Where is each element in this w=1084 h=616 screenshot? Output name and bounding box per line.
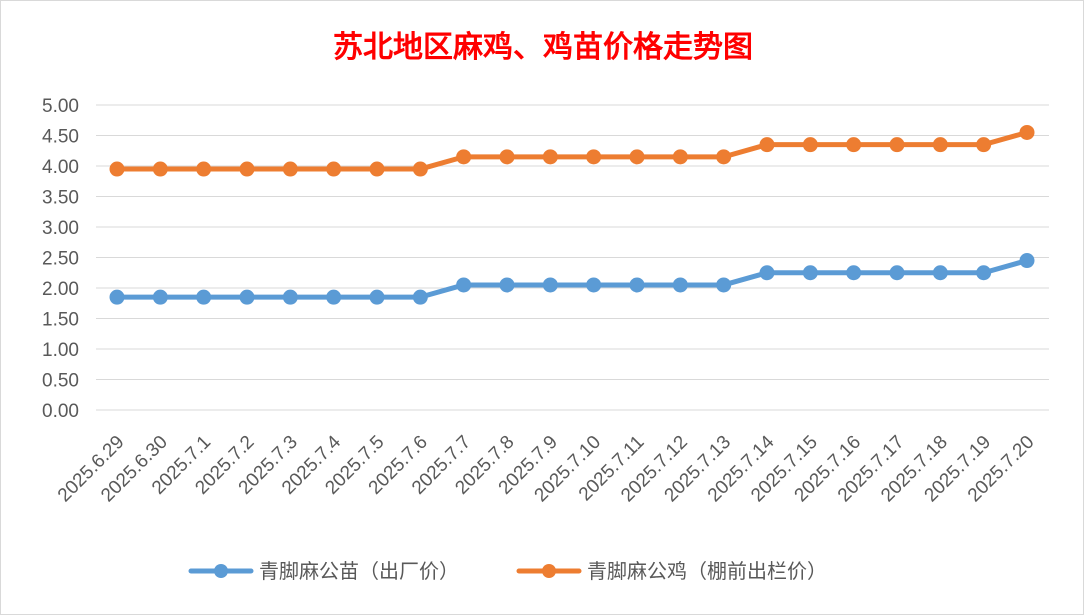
y-tick-label: 5.00	[42, 96, 79, 117]
data-point	[196, 161, 212, 177]
data-point	[542, 277, 558, 293]
data-point	[586, 277, 602, 293]
data-point	[326, 289, 342, 305]
data-point	[239, 289, 255, 305]
legend-item: 青脚麻公鸡（棚前出栏价）	[516, 559, 827, 583]
data-point	[456, 149, 472, 165]
series-lines	[109, 124, 1035, 305]
data-point	[932, 137, 948, 153]
y-tick-label: 1.00	[42, 340, 79, 361]
y-tick-label: 1.50	[42, 310, 79, 331]
y-axis-ticks: 0.00 0.50 1.00 1.50 2.00 2.50 3.00 3.50 4.00 4.50…	[42, 96, 79, 422]
y-tick-label: 2.00	[42, 279, 79, 300]
data-point	[196, 289, 212, 305]
data-point	[109, 289, 125, 305]
data-point	[629, 277, 645, 293]
data-point	[889, 137, 905, 153]
data-point	[109, 161, 125, 177]
series-line	[114, 258, 1030, 300]
data-point	[976, 137, 992, 153]
data-point	[152, 161, 168, 177]
data-point	[846, 265, 862, 281]
series-1	[109, 253, 1035, 305]
legend: 青脚麻公苗（出厂价） 青脚麻公鸡（棚前出栏价）	[188, 559, 827, 583]
gridlines	[96, 104, 1049, 411]
y-tick-label: 0.00	[42, 401, 79, 422]
legend-label: 青脚麻公鸡（棚前出栏价）	[587, 559, 827, 583]
data-point	[802, 265, 818, 281]
data-point	[846, 137, 862, 153]
data-point	[282, 161, 298, 177]
x-axis-ticks: 2025.6.292025.6.302025.7.12025.7.22025.7…	[54, 431, 1039, 506]
y-tick-label: 3.50	[42, 188, 79, 209]
data-point	[976, 265, 992, 281]
data-point	[412, 161, 428, 177]
y-tick-label: 4.50	[42, 127, 79, 148]
y-tick-label: 0.50	[42, 371, 79, 392]
data-point	[889, 265, 905, 281]
data-point	[759, 137, 775, 153]
legend-item: 青脚麻公苗（出厂价）	[188, 559, 459, 583]
data-point	[369, 289, 385, 305]
data-point	[672, 277, 688, 293]
data-point	[586, 149, 602, 165]
data-point	[802, 137, 818, 153]
data-point	[412, 289, 428, 305]
data-point	[932, 265, 948, 281]
y-tick-label: 2.50	[42, 249, 79, 270]
data-point	[716, 149, 732, 165]
data-point	[1019, 253, 1035, 269]
data-point	[759, 265, 775, 281]
data-point	[456, 277, 472, 293]
data-point	[152, 289, 168, 305]
series-line	[114, 129, 1030, 172]
series-2	[109, 124, 1035, 177]
data-point	[716, 277, 732, 293]
y-tick-label: 3.00	[42, 218, 79, 239]
data-point	[1019, 124, 1035, 140]
legend-label: 青脚麻公苗（出厂价）	[259, 559, 459, 583]
data-point	[239, 161, 255, 177]
data-point	[499, 149, 515, 165]
data-point	[499, 277, 515, 293]
data-point	[282, 289, 298, 305]
data-point	[672, 149, 688, 165]
data-point	[542, 149, 558, 165]
chart-title: 苏北地区麻鸡、鸡苗价格走势图	[333, 30, 753, 65]
legend-marker	[214, 564, 228, 578]
legend-marker	[542, 564, 556, 578]
data-point	[326, 161, 342, 177]
data-point	[629, 149, 645, 165]
data-point	[369, 161, 385, 177]
y-tick-label: 4.00	[42, 157, 79, 178]
